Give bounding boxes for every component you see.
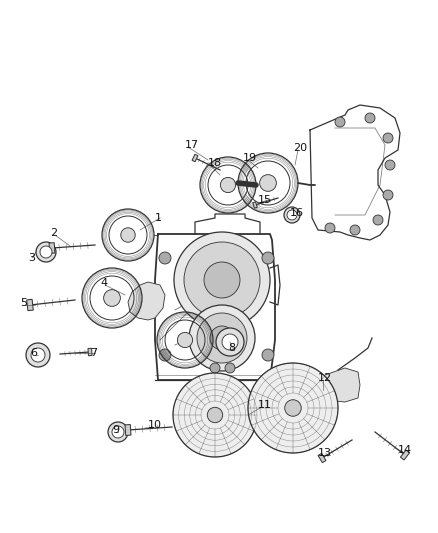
Polygon shape [308, 368, 360, 402]
Circle shape [40, 246, 52, 258]
Circle shape [287, 210, 297, 220]
Polygon shape [318, 454, 326, 463]
Text: 19: 19 [243, 153, 257, 163]
Circle shape [373, 215, 383, 225]
Circle shape [335, 117, 345, 127]
Text: 14: 14 [398, 445, 412, 455]
Circle shape [197, 313, 247, 363]
Text: 13: 13 [318, 448, 332, 458]
Circle shape [121, 228, 135, 242]
Circle shape [285, 400, 301, 416]
Polygon shape [27, 300, 33, 311]
Circle shape [104, 289, 120, 306]
Circle shape [36, 242, 56, 262]
Text: 4: 4 [100, 278, 107, 288]
Text: 1: 1 [155, 213, 162, 223]
Text: 8: 8 [228, 343, 235, 353]
Circle shape [383, 190, 393, 200]
Circle shape [173, 373, 257, 457]
Circle shape [112, 426, 124, 438]
Polygon shape [128, 282, 165, 320]
Text: 5: 5 [20, 298, 27, 308]
Circle shape [383, 133, 393, 143]
Circle shape [174, 232, 270, 328]
Text: 10: 10 [148, 420, 162, 430]
Polygon shape [192, 154, 198, 161]
Circle shape [262, 349, 274, 361]
Polygon shape [49, 243, 55, 253]
Polygon shape [400, 450, 410, 460]
Text: 9: 9 [112, 425, 119, 435]
Text: 20: 20 [293, 143, 307, 153]
Text: 7: 7 [90, 348, 97, 358]
Circle shape [31, 348, 45, 362]
Circle shape [222, 334, 238, 350]
Circle shape [216, 328, 244, 356]
Circle shape [325, 223, 335, 233]
Circle shape [210, 363, 220, 373]
Circle shape [260, 175, 276, 191]
Circle shape [204, 262, 240, 298]
Circle shape [189, 305, 255, 371]
Circle shape [365, 113, 375, 123]
Circle shape [159, 252, 171, 264]
Circle shape [385, 160, 395, 170]
Circle shape [225, 363, 235, 373]
Circle shape [26, 343, 50, 367]
Polygon shape [253, 202, 257, 208]
Text: 3: 3 [28, 253, 35, 263]
Circle shape [207, 407, 223, 423]
Polygon shape [125, 425, 131, 435]
Text: 12: 12 [318, 373, 332, 383]
Circle shape [248, 363, 338, 453]
Circle shape [108, 422, 128, 442]
Circle shape [262, 252, 274, 264]
Circle shape [220, 177, 236, 192]
Text: 2: 2 [50, 228, 57, 238]
Text: 15: 15 [258, 195, 272, 205]
Circle shape [184, 242, 260, 318]
Circle shape [177, 333, 193, 348]
Text: 17: 17 [185, 140, 199, 150]
Text: 16: 16 [290, 208, 304, 218]
Circle shape [284, 207, 300, 223]
Circle shape [350, 225, 360, 235]
Text: 18: 18 [208, 158, 222, 168]
Circle shape [210, 326, 234, 350]
Circle shape [159, 349, 171, 361]
Polygon shape [88, 348, 92, 356]
Text: 6: 6 [30, 348, 37, 358]
Text: 11: 11 [258, 400, 272, 410]
